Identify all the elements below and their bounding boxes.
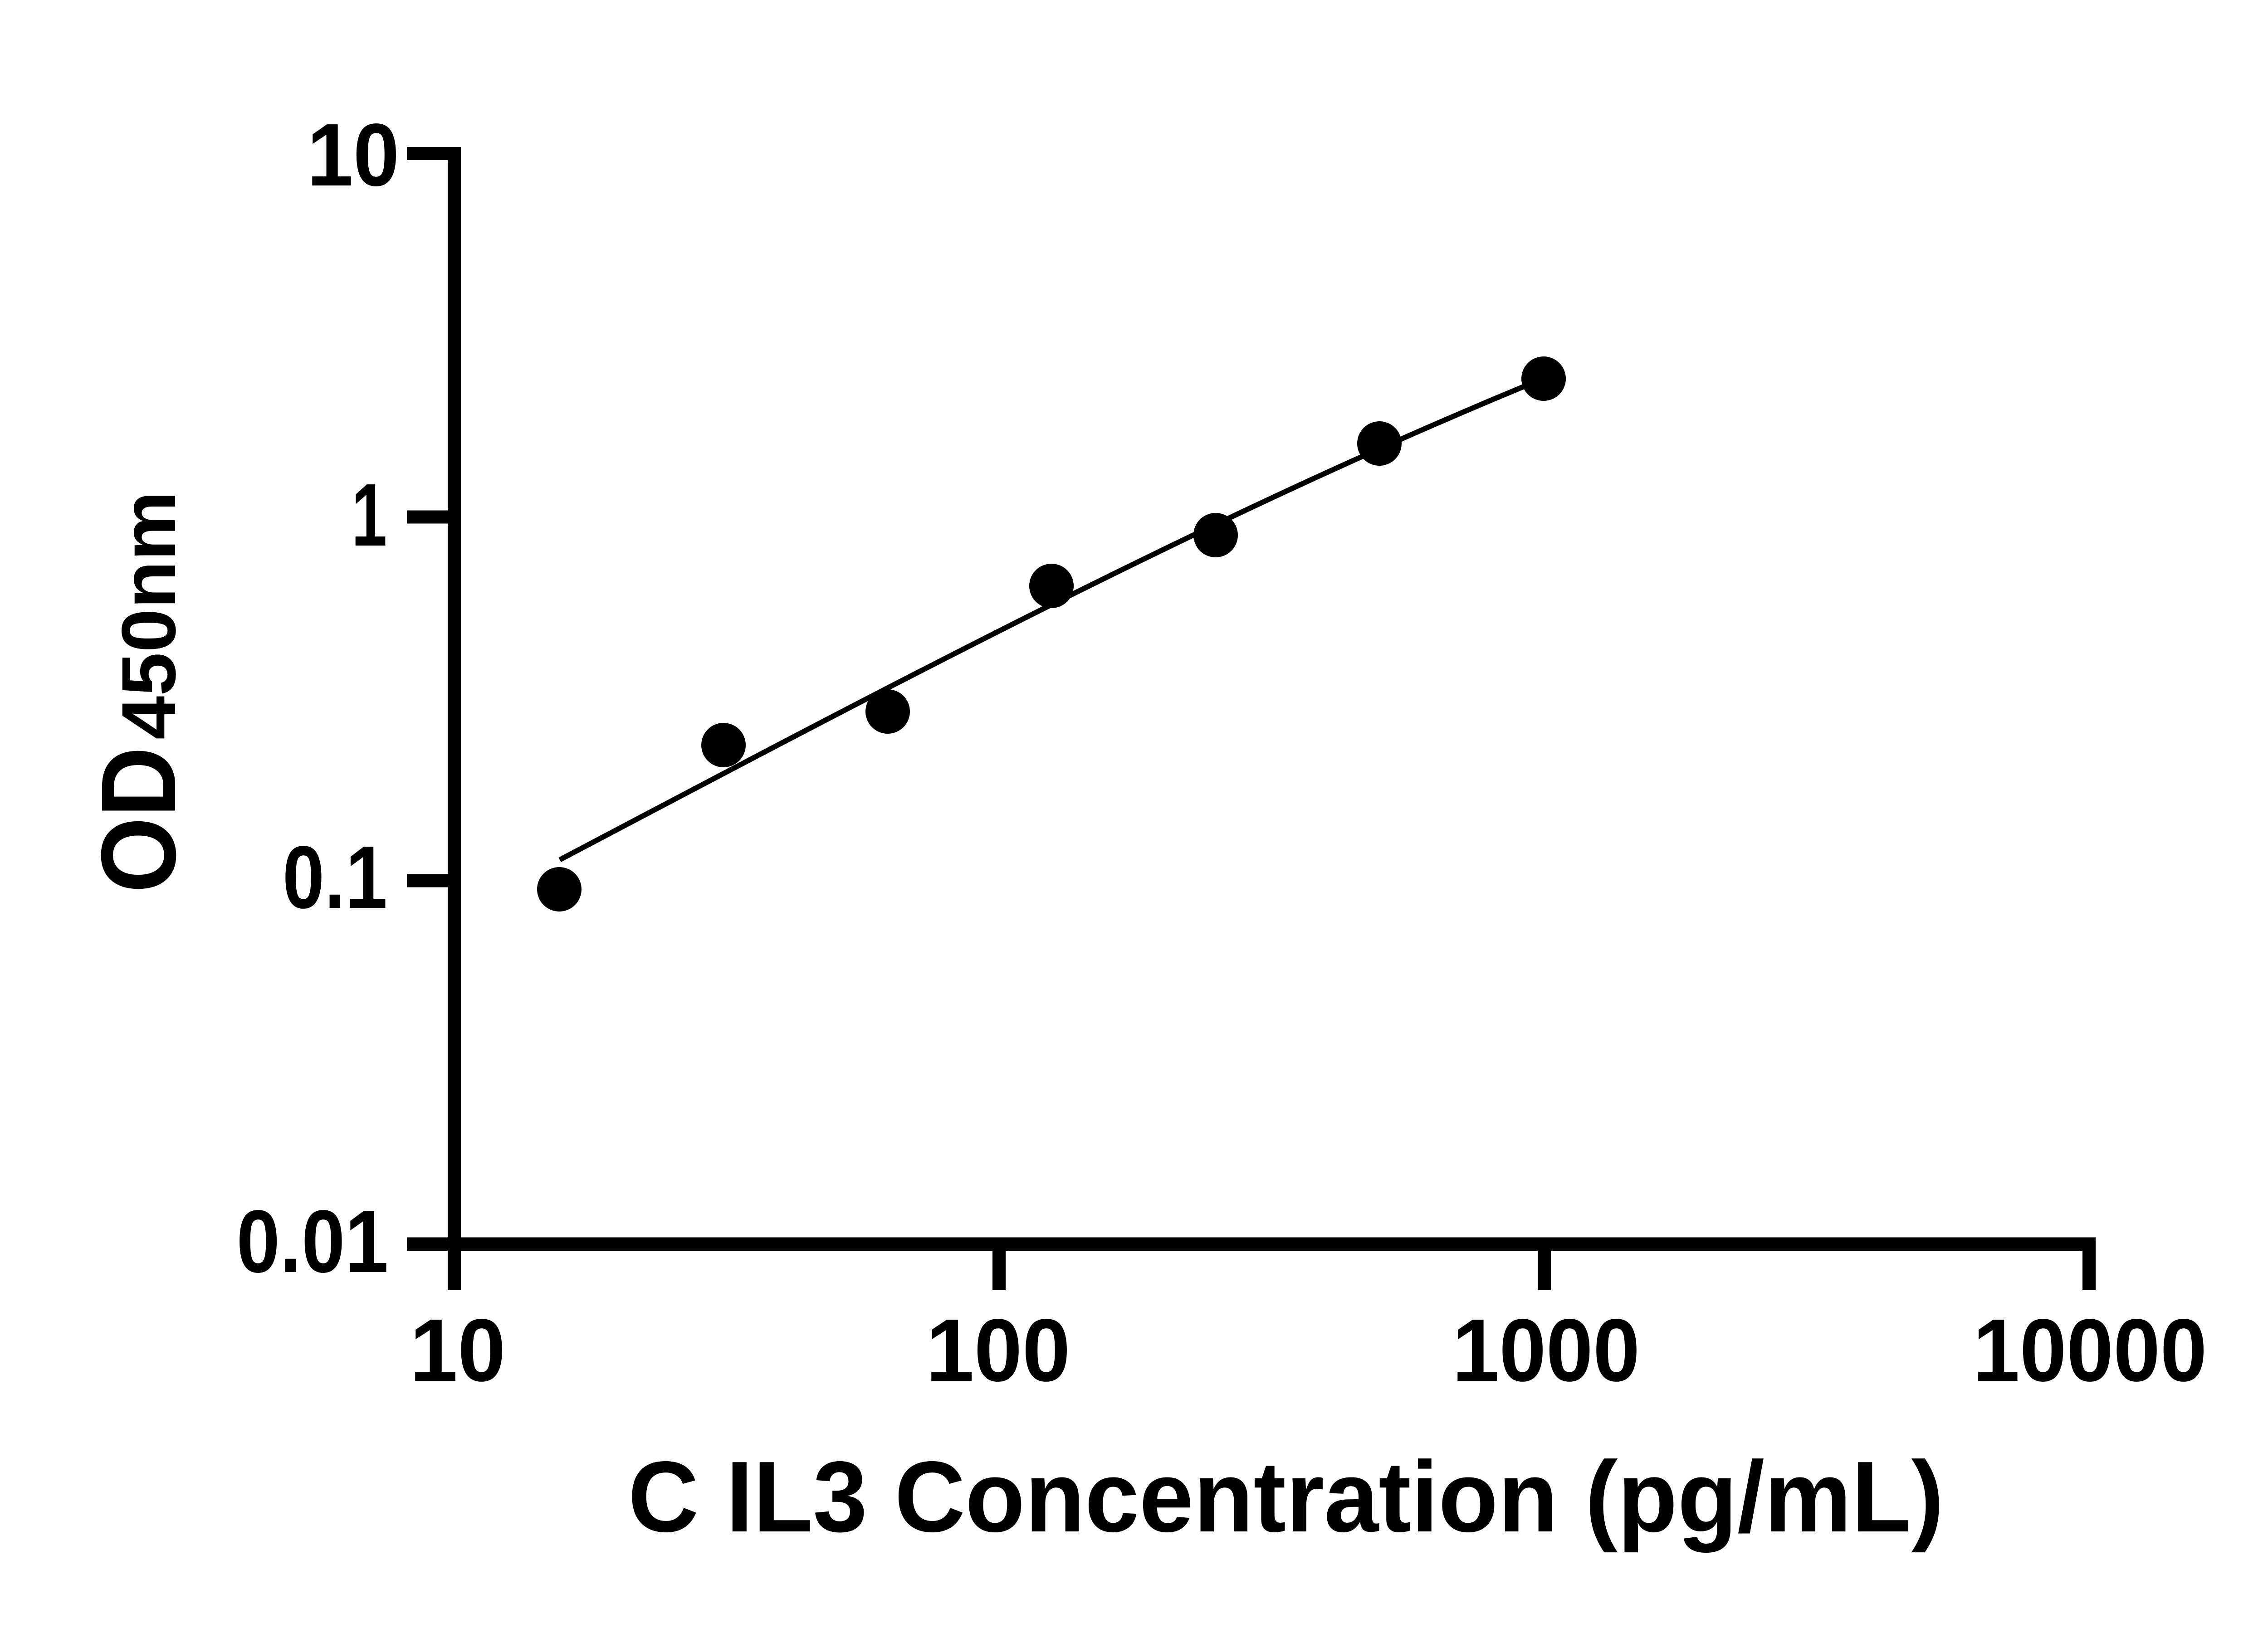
svg-text:10: 10 <box>307 105 400 205</box>
svg-text:OD: OD <box>79 747 198 893</box>
svg-text:10: 10 <box>410 1300 505 1399</box>
svg-text:C IL3 Concentration (pg/mL): C IL3 Concentration (pg/mL) <box>628 1441 1944 1553</box>
svg-text:450nm: 450nm <box>106 491 192 740</box>
svg-text:100: 100 <box>926 1301 1070 1400</box>
svg-text:1: 1 <box>352 465 387 565</box>
svg-text:0.1: 0.1 <box>283 827 387 927</box>
svg-text:0.01: 0.01 <box>236 1192 388 1292</box>
svg-text:1000: 1000 <box>1452 1301 1640 1400</box>
svg-text:10000: 10000 <box>1973 1301 2207 1400</box>
